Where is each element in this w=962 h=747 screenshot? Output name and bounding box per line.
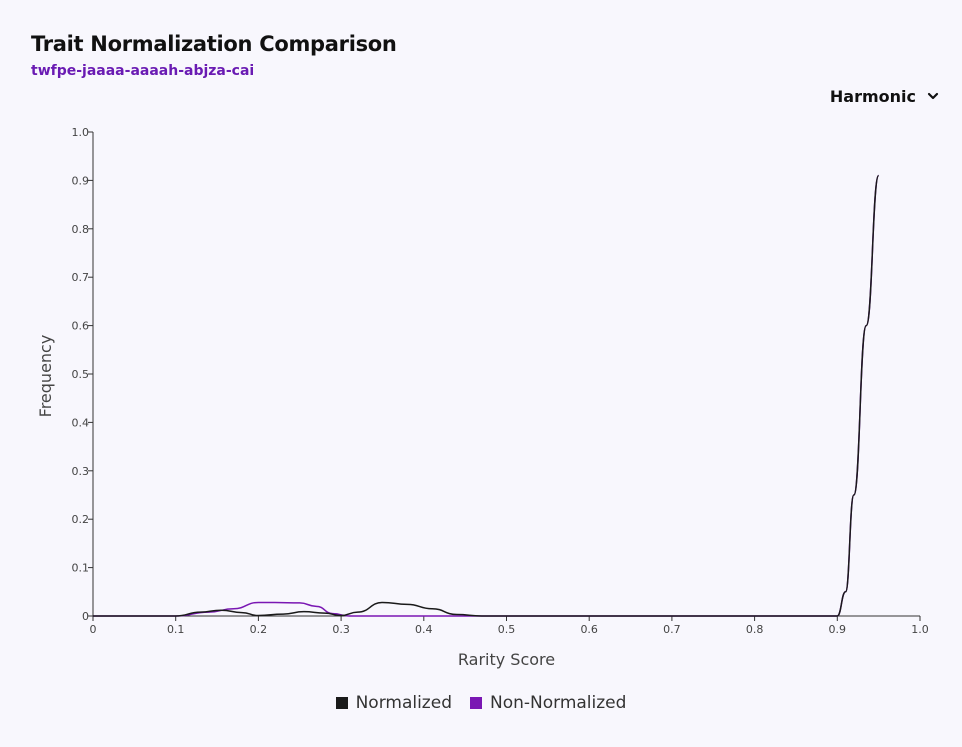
x-tick-label: 0: [90, 623, 97, 636]
chevron-down-icon: [927, 92, 939, 100]
x-tick-label: 0.4: [415, 623, 433, 636]
frequency-chart: 0 0.1 0.2 0.3 0.4 0.5 0.6 0.7 0.8 0.9 1.0 0 0.1 0.2 0.…: [36, 126, 929, 669]
x-tick-label: 0.5: [498, 623, 516, 636]
y-tick-label: 0.2: [72, 513, 90, 526]
legend-item-non-normalized[interactable]: Non-Normalized: [469, 693, 627, 713]
x-axis-label: Rarity Score: [458, 650, 555, 669]
chart-title: Trait Normalization Comparison: [31, 32, 397, 56]
y-tick-label: 0.6: [72, 320, 90, 333]
chart-legend: Normalized Non-Normalized: [0, 693, 962, 713]
y-tick-label: 1.0: [72, 126, 90, 139]
legend-label-non-normalized: Non-Normalized: [489, 693, 627, 713]
y-axis-label: Frequency: [36, 335, 55, 418]
y-tick-label: 0.8: [72, 223, 90, 236]
legend-item-normalized[interactable]: Normalized: [335, 693, 452, 713]
legend-swatch-non-normalized: [469, 697, 482, 709]
x-tick-label: 0.3: [332, 623, 350, 636]
x-tick-label: 0.1: [167, 623, 185, 636]
x-tick-label: 0.2: [250, 623, 268, 636]
x-tick-label: 1.0: [911, 623, 929, 636]
series-line-normalized: [92, 174, 880, 617]
y-tick-label: 0.1: [72, 562, 90, 575]
y-tick-label: 0.7: [72, 271, 90, 284]
series-line-non-normalized: [92, 174, 880, 617]
legend-swatch-normalized: [335, 697, 348, 709]
canister-id: twfpe-jaaaa-aaaah-abjza-cai: [31, 63, 255, 79]
y-tick-label: 0.9: [72, 174, 90, 187]
legend-label-normalized: Normalized: [355, 693, 452, 713]
normalization-method-dropdown[interactable]: Harmonic: [810, 83, 940, 109]
y-tick-label: 0.3: [72, 465, 90, 478]
dropdown-selected-value: Harmonic: [829, 86, 916, 106]
x-tick-label: 0.6: [580, 623, 598, 636]
x-tick-label: 0.7: [663, 623, 681, 636]
y-tick-label: 0.4: [72, 416, 90, 429]
x-tick-label: 0.9: [829, 623, 847, 636]
y-tick-label: 0: [82, 610, 89, 623]
y-tick-label: 0.5: [72, 368, 90, 381]
x-tick-label: 0.8: [746, 623, 764, 636]
